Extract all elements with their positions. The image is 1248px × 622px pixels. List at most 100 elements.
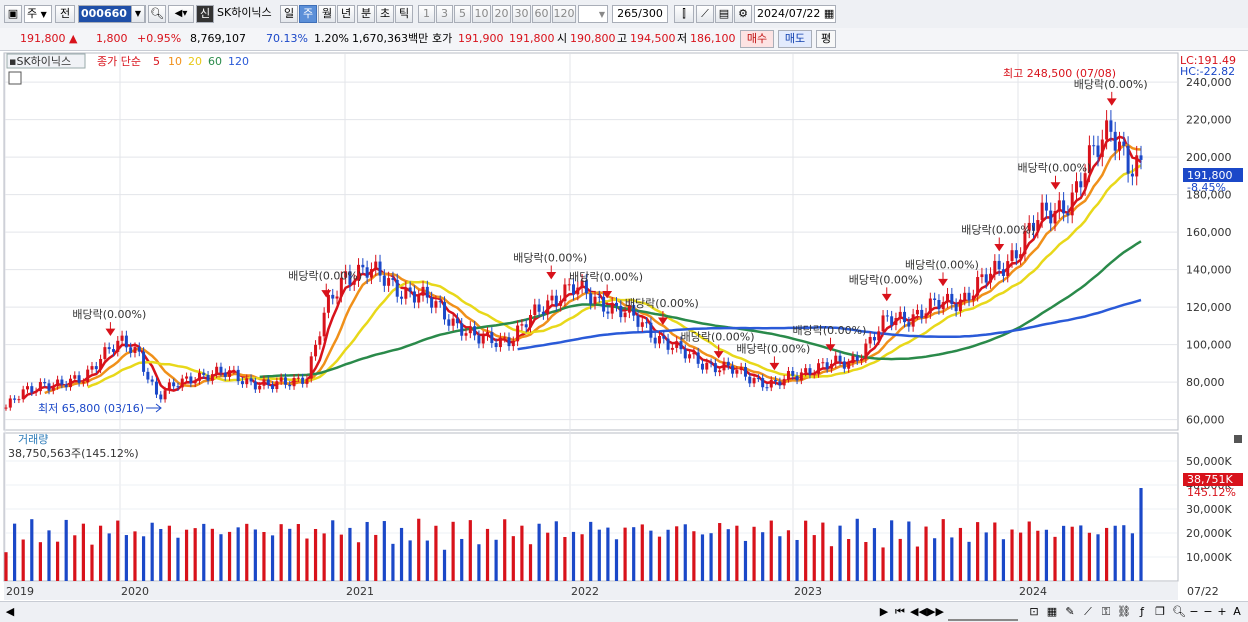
period-year[interactable]: 년 — [337, 5, 355, 23]
volume-bar — [150, 522, 154, 581]
candle-body — [924, 313, 928, 319]
current-price-tag-value: 191,800 — [1187, 169, 1233, 182]
close-panel-icon[interactable] — [1234, 435, 1242, 443]
evaluate-button[interactable]: 평 — [816, 30, 836, 48]
interval-3[interactable]: 3 — [436, 5, 453, 23]
quote-label: 호가 — [432, 32, 453, 45]
candle-body — [1001, 269, 1005, 276]
first-icon[interactable]: ⏮ — [895, 605, 905, 618]
volume-bar — [829, 546, 834, 581]
period-second[interactable]: 초 — [376, 5, 394, 23]
period-month[interactable]: 월 — [318, 5, 336, 23]
buy-button[interactable]: 매수 — [740, 30, 774, 48]
volume-title: 거래량 — [18, 433, 48, 446]
draw-icon[interactable]: ✎ — [1065, 605, 1075, 618]
volume-bar — [47, 530, 51, 581]
volume-bar — [571, 531, 576, 581]
play-icon[interactable]: ▶ — [879, 605, 889, 618]
volume-bar — [55, 541, 60, 581]
prev-button[interactable]: 전 — [55, 5, 75, 23]
zoom-in-icon[interactable]: − — [1203, 605, 1213, 618]
candle-body — [245, 378, 249, 385]
forward-icon[interactable]: ▶▶ — [927, 605, 944, 618]
period-minute[interactable]: 분 — [357, 5, 375, 23]
volume-bar — [726, 529, 730, 581]
crosshair-icon[interactable]: ⊡ — [1029, 605, 1039, 618]
interval-5[interactable]: 5 — [454, 5, 471, 23]
interval-1[interactable]: 1 — [418, 5, 435, 23]
dividend-label: 배당락(0.00%) — [513, 251, 587, 264]
candle-body — [464, 333, 468, 336]
candle-body — [172, 382, 176, 387]
copy-icon[interactable]: ❐ — [1155, 605, 1165, 618]
chevron-down-icon[interactable]: ▼ — [131, 5, 145, 23]
volume-bar — [1062, 525, 1066, 581]
period-day[interactable]: 일 — [280, 5, 298, 23]
volume-bar — [365, 521, 369, 581]
interval-60[interactable]: 60 — [532, 5, 551, 23]
candle-body — [292, 377, 296, 387]
volume-bar — [769, 520, 773, 581]
gear-icon[interactable]: ⚙ — [734, 5, 752, 23]
low-annotation: 최저 65,800 (03/16) — [38, 402, 144, 415]
interval-10[interactable]: 10 — [472, 5, 491, 23]
period-tick[interactable]: 틱 — [395, 5, 413, 23]
candle-body — [890, 316, 894, 326]
volume-bar — [305, 538, 309, 581]
sell-button[interactable]: 매도 — [778, 30, 812, 48]
period-week[interactable]: 주 — [299, 5, 317, 23]
candle-body — [374, 261, 378, 270]
scroll-left-icon[interactable]: ◀ — [5, 605, 15, 618]
candle-body — [898, 311, 902, 319]
chart-toolbar: ▣ 주 ▼ 전 000660 ▼ 🔍︎ ◀▾ 신 SK하이닉스 일 주 월 년 … — [0, 0, 1248, 29]
price-tick-label: 200,000 — [1186, 151, 1232, 164]
volume-bar — [1139, 487, 1143, 581]
stock-code-input[interactable]: 000660 — [78, 5, 146, 23]
candle-body — [412, 291, 416, 303]
interval-30[interactable]: 30 — [512, 5, 531, 23]
stock-legend: ▪SK하이닉스 — [9, 54, 71, 68]
link-icon[interactable]: ⛓ — [1117, 605, 1131, 618]
rewind-icon[interactable]: ◀◀ — [910, 605, 927, 618]
volume-bar — [976, 522, 980, 581]
count-input[interactable]: 265/300 — [612, 5, 668, 23]
volume-value: 38,750,563주(145.12%) — [8, 447, 139, 460]
stock-legend-box[interactable] — [6, 53, 86, 69]
price-panel — [3, 52, 1179, 431]
fx-icon[interactable]: ƒ — [1140, 605, 1144, 618]
plus-icon[interactable]: + — [1217, 605, 1227, 618]
date-input[interactable]: 2024/07/22 ▦ — [754, 5, 836, 23]
search-icon[interactable]: 🔍︎ — [1172, 605, 1186, 618]
linechart-icon[interactable]: ⟋ — [696, 5, 714, 23]
interval-120[interactable]: 120 — [552, 5, 576, 23]
calculator-icon[interactable] — [8, 71, 22, 85]
dividend-label: 배당락(0.00%) — [961, 223, 1035, 236]
candle-body — [206, 374, 210, 381]
candle-body — [447, 319, 451, 326]
candle-body — [907, 322, 911, 327]
speaker-icon[interactable]: ◀▾ — [168, 5, 194, 23]
zoom-out-icon[interactable]: − — [1189, 605, 1199, 618]
price-chart[interactable]: ▪SK하이닉스 종가 단순 5 10 20 60 120 LC:191.49 H… — [0, 51, 1248, 601]
lock-icon[interactable]: ⚿ — [1101, 605, 1111, 618]
interval-20[interactable]: 20 — [492, 5, 511, 23]
volume-bar — [718, 523, 722, 581]
market-label: 주 — [27, 7, 38, 20]
candle-body — [176, 386, 180, 388]
candle-icon[interactable]: ⫿ — [674, 5, 694, 23]
chevron-down-icon: ▼ — [598, 10, 605, 19]
dividend-arrow-icon — [1050, 175, 1061, 190]
save-icon[interactable]: ▤ — [715, 5, 733, 23]
window-icon[interactable]: ▣ — [4, 5, 22, 23]
volume-bar — [675, 526, 679, 581]
font-up-icon[interactable]: A — [1233, 605, 1241, 618]
candle-body — [1019, 254, 1023, 259]
trend-icon[interactable]: ⟋ — [1084, 605, 1092, 618]
volume-bar — [176, 537, 180, 581]
zoom-slider[interactable] — [948, 604, 1018, 621]
market-select[interactable]: 주 ▼ — [24, 5, 52, 23]
interval-input[interactable]: ▼ — [578, 5, 608, 23]
volume-bar — [313, 528, 318, 581]
grid-icon[interactable]: ▦ — [1046, 605, 1058, 618]
search-icon[interactable]: 🔍︎ — [148, 5, 166, 23]
